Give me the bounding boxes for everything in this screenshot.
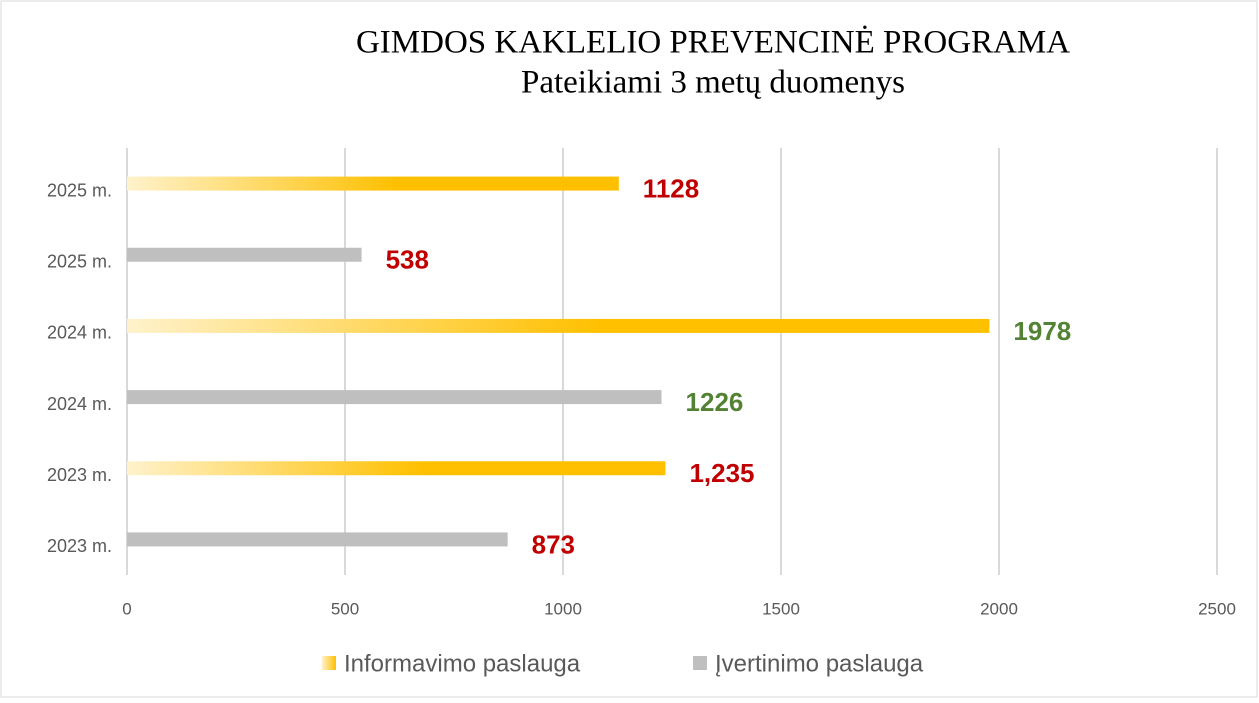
bar bbox=[127, 532, 508, 547]
legend-swatch bbox=[693, 656, 707, 670]
chart-title: GIMDOS KAKLELIO PREVENCINĖ PROGRAMA bbox=[356, 25, 1070, 61]
bar bbox=[127, 461, 666, 476]
legend-label: Informavimo paslauga bbox=[344, 650, 581, 677]
y-tick-label: 2024 m. bbox=[47, 323, 112, 343]
x-tick-label: 1500 bbox=[762, 599, 800, 618]
y-tick-label: 2025 m. bbox=[47, 180, 112, 200]
value-label: 1128 bbox=[643, 173, 699, 203]
y-tick-label: 2023 m. bbox=[47, 465, 112, 485]
y-tick-label: 2025 m. bbox=[47, 252, 112, 272]
x-tick-label: 2500 bbox=[1198, 599, 1236, 618]
value-label: 1978 bbox=[1013, 316, 1071, 346]
x-tick-label: 500 bbox=[331, 599, 359, 618]
bar bbox=[127, 247, 362, 262]
legend-swatch bbox=[322, 656, 336, 670]
value-label: 1,235 bbox=[689, 458, 754, 488]
x-tick-label: 0 bbox=[122, 599, 131, 618]
value-label: 538 bbox=[386, 245, 429, 275]
y-tick-label: 2023 m. bbox=[47, 536, 112, 556]
bar bbox=[127, 176, 619, 191]
legend-label: Įvertinimo paslauga bbox=[715, 650, 924, 677]
y-tick-label: 2024 m. bbox=[47, 394, 112, 414]
bar bbox=[127, 318, 990, 333]
chart-subtitle: Pateikiami 3 metų duomenys bbox=[521, 65, 905, 101]
x-tick-label: 1000 bbox=[544, 599, 582, 618]
value-label: 1226 bbox=[686, 387, 744, 417]
value-label: 873 bbox=[532, 529, 575, 559]
bar bbox=[127, 390, 662, 405]
x-tick-label: 2000 bbox=[980, 599, 1018, 618]
